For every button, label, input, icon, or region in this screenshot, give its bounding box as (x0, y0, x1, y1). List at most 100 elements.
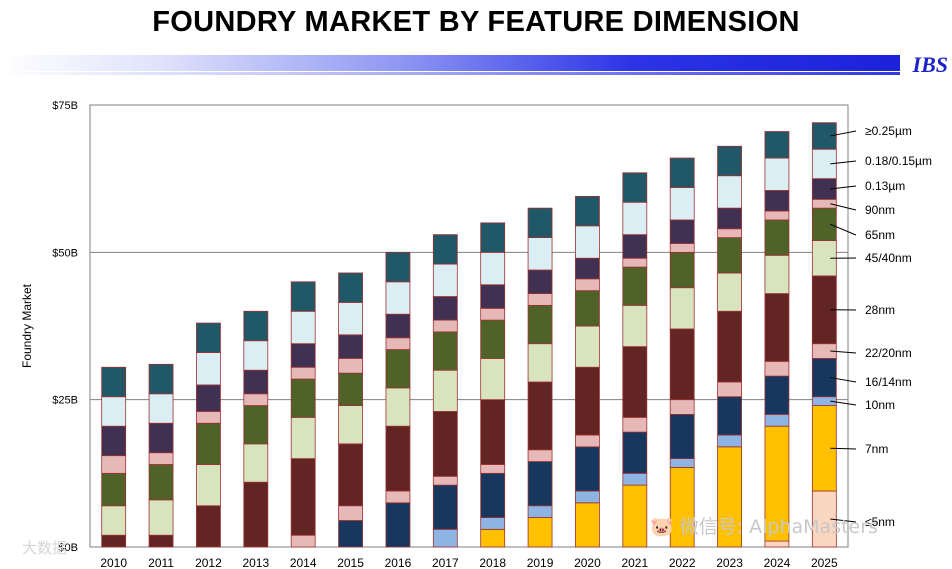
bar-segment (432, 475, 458, 486)
bar-segment (669, 287, 695, 330)
bar-segment (575, 278, 600, 292)
x-tick-label: 2023 (716, 556, 743, 569)
y-tick-label: $0B (58, 542, 78, 554)
bar-segment (575, 502, 600, 548)
bar-segment (338, 443, 363, 507)
bar-segment (575, 290, 600, 327)
y-tick-label: $50B (52, 247, 78, 259)
bar-segment (669, 243, 695, 253)
leader-line (830, 377, 857, 383)
bar-segment (148, 363, 174, 395)
leader-line (830, 518, 857, 523)
bar-segment (622, 266, 648, 306)
bar-segment (480, 222, 506, 253)
bar-segment (764, 540, 790, 548)
bar-segment (196, 464, 221, 507)
bar-segment (243, 393, 269, 406)
bar-segment (480, 319, 506, 359)
bar-segment (527, 269, 553, 294)
bar-segment (101, 455, 127, 474)
x-tick-label: 2017 (432, 556, 459, 569)
bar-segment (575, 225, 600, 259)
bar-segment (622, 416, 648, 433)
bar-segment (101, 366, 127, 398)
bar-segment (575, 366, 600, 436)
series-label: 28nm (865, 303, 895, 317)
x-tick-label: 2013 (242, 556, 269, 569)
bar-segment (432, 331, 458, 371)
bar-segment (148, 393, 174, 424)
bar-segment (385, 251, 411, 283)
bar-segment (480, 528, 506, 548)
bar-segment (432, 411, 458, 477)
bar-segment (717, 145, 742, 177)
series-label: 22/20nm (865, 346, 912, 360)
bar-segment (669, 219, 695, 244)
bar-segment (196, 411, 221, 424)
series-label: ≥0.25µm (865, 124, 912, 138)
x-tick-label: 2011 (148, 556, 174, 569)
bar-segment (385, 281, 411, 315)
bar-segment (717, 310, 742, 383)
bar-segment (480, 472, 506, 518)
bar-segment (101, 472, 127, 507)
series-label: 16/14nm (865, 375, 912, 389)
bar-segment (764, 425, 790, 542)
leader-line (830, 400, 857, 406)
series-label: 10nm (865, 398, 895, 412)
series-label: 7nm (865, 442, 888, 456)
bar-segment (622, 234, 648, 259)
bar-segment (811, 207, 837, 241)
bar-segment (338, 405, 363, 445)
bar-segment (148, 452, 174, 465)
bar-segment (669, 187, 695, 221)
bar-segment (290, 534, 316, 548)
bar-segment (764, 375, 790, 415)
title-banner (0, 55, 900, 71)
bar-segment (480, 251, 506, 286)
bar-segment (196, 422, 221, 465)
y-tick-label: $75B (52, 100, 78, 112)
bar-segment (764, 131, 790, 159)
bar-segment (527, 293, 553, 306)
bar-segment (148, 464, 174, 501)
bar-segment (243, 405, 269, 445)
series-label: ≤5nm (865, 515, 895, 529)
page-title: FOUNDRY MARKET BY FEATURE DIMENSION (152, 6, 800, 38)
bar-segment (338, 302, 363, 336)
watermark-text: 🐷 微信号: AlphaMasters (650, 516, 878, 538)
bar-segment (290, 343, 316, 368)
bar-segment (575, 325, 600, 368)
bar-segment (290, 458, 316, 536)
bar-segment (669, 413, 695, 459)
bar-segment (290, 310, 316, 345)
bar-segment (764, 219, 790, 256)
bar-segment (717, 446, 742, 548)
bar-segment (148, 422, 174, 454)
bar-segment (243, 481, 269, 548)
bar-segment (764, 293, 790, 362)
bar-segment (290, 366, 316, 380)
bar-segment (338, 334, 363, 359)
bar-segment (575, 434, 600, 448)
bar-segment (338, 272, 363, 303)
bar-segment (717, 207, 742, 230)
bar-segment (764, 210, 790, 221)
bar-segment (717, 396, 742, 436)
x-tick-label: 2015 (337, 556, 364, 569)
bar-segment (622, 484, 648, 548)
y-tick-label: $25B (52, 395, 78, 407)
watermark-corner-text: 大数据 (22, 539, 68, 557)
bar-segment (669, 467, 695, 548)
bar-segment (622, 172, 648, 203)
bar-segment (527, 343, 553, 383)
bar-segment (243, 340, 269, 371)
bar-segment (575, 490, 600, 504)
bar-segment (764, 190, 790, 212)
series-label: 0.18/0.15µm (865, 154, 932, 168)
leader-line (830, 203, 857, 211)
bar-segment (432, 484, 458, 530)
leader-line (830, 350, 857, 354)
bar-segment (290, 281, 316, 312)
